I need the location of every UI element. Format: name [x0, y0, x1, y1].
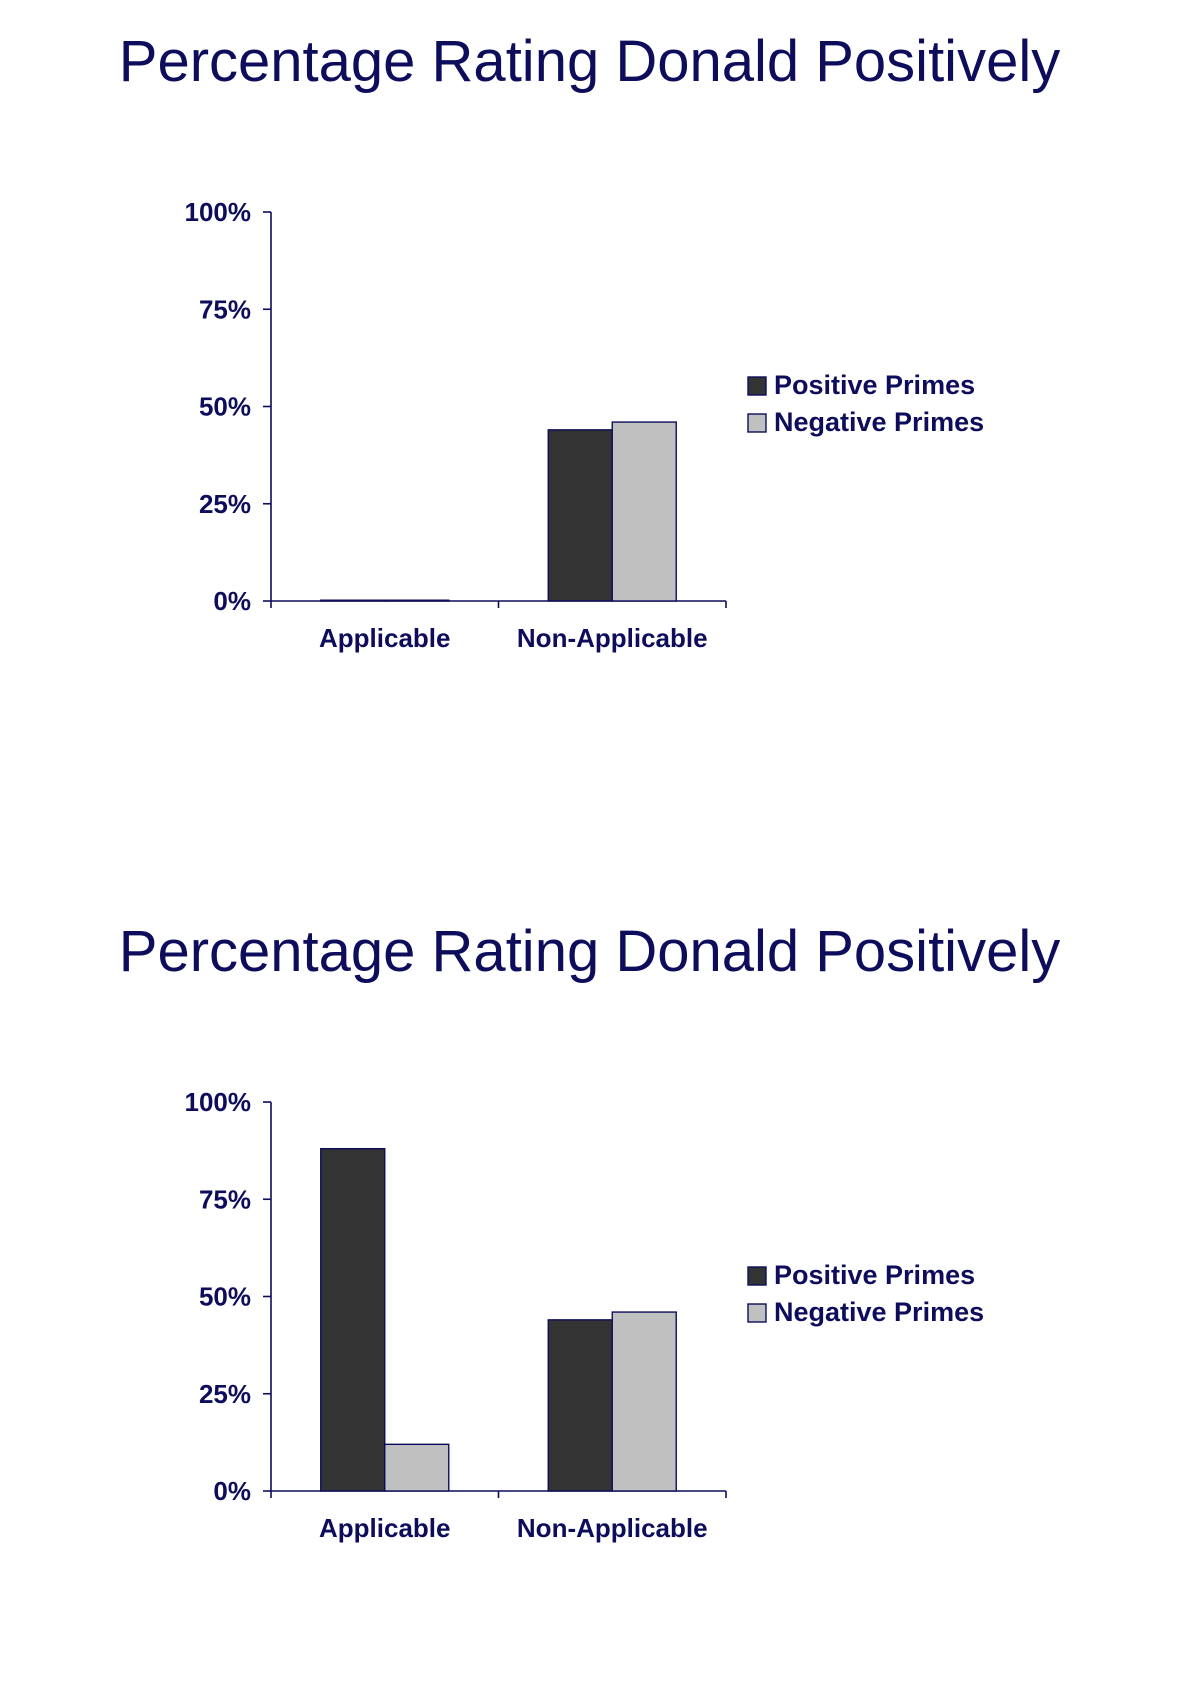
legend-swatch	[747, 1266, 767, 1286]
bar-negative-primes	[384, 599, 450, 602]
legend-swatch	[747, 413, 767, 433]
y-tick-label: 25%	[199, 1379, 251, 1409]
bar-positive-primes	[320, 1147, 386, 1492]
legend-swatch	[747, 1303, 767, 1323]
bar-negative-primes	[384, 1443, 450, 1492]
y-tick-label: 75%	[199, 1184, 251, 1214]
y-tick-label: 0%	[213, 1476, 251, 1506]
chart-title: Percentage Rating Donald Positively	[118, 29, 1061, 94]
y-tick-label: 50%	[199, 1282, 251, 1312]
y-tick-label: 100%	[185, 1087, 252, 1117]
legend-label: Positive Primes	[774, 370, 975, 400]
chart-panel: Percentage Rating Donald Positively 0% 25…	[0, 0, 1179, 805]
y-tick-label: 25%	[199, 489, 251, 519]
x-tick-label: Applicable	[319, 623, 450, 653]
legend-label: Negative Primes	[774, 1297, 984, 1327]
y-tick-label: 50%	[199, 392, 251, 422]
legend-label: Positive Primes	[774, 1260, 975, 1290]
chart-panel: Percentage Rating Donald Positively 0% 25…	[0, 890, 1179, 1695]
legend-swatch	[747, 376, 767, 396]
x-tick-label: Applicable	[319, 1513, 450, 1543]
bar-positive-primes	[547, 1319, 613, 1492]
x-tick-label: Non-Applicable	[517, 1513, 708, 1543]
y-tick-label: 0%	[213, 586, 251, 616]
bar-positive-primes	[547, 429, 613, 602]
bar-negative-primes	[611, 421, 677, 602]
y-tick-label: 100%	[185, 197, 252, 227]
y-tick-label: 75%	[199, 294, 251, 324]
bar-chart: 0% 25% 50% 75% 100% Applicable Non-Applicable P…	[185, 1087, 985, 1543]
bar-chart: 0% 25% 50% 75% 100% Applicable Non-Applicable P…	[185, 197, 985, 653]
bar-positive-primes	[320, 599, 386, 602]
legend-label: Negative Primes	[774, 407, 984, 437]
bar-negative-primes	[611, 1311, 677, 1492]
x-tick-label: Non-Applicable	[517, 623, 708, 653]
chart-title: Percentage Rating Donald Positively	[118, 919, 1061, 984]
